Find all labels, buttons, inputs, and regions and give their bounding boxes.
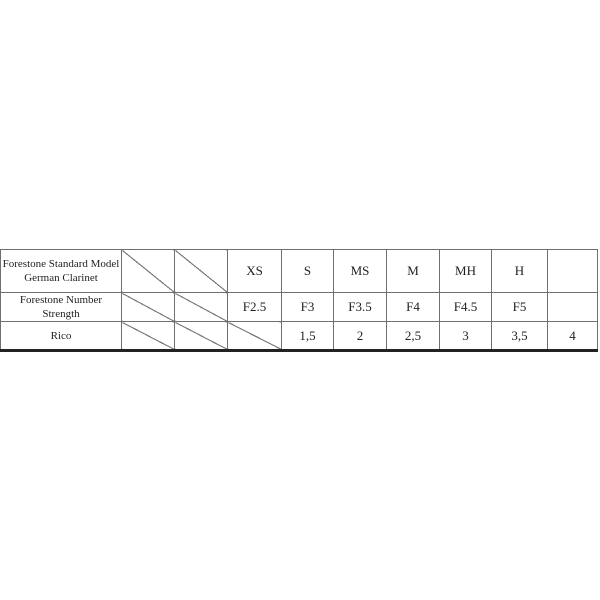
diagonal-cell [121, 321, 175, 352]
row-label-forestone-standard-model: Forestone Standard Model German Clarinet [0, 249, 122, 293]
value-cell: MS [333, 249, 387, 293]
diagonal-cell [174, 292, 228, 322]
value-cell: H [491, 249, 548, 293]
value-cell: F4 [386, 292, 440, 322]
diagonal-cell [174, 249, 228, 293]
table-row-forestone-number-strength: Forestone Number Strength F2.5 F3 F3.5 F… [0, 292, 598, 322]
empty-cell [547, 292, 598, 322]
value-cell: 2 [333, 321, 387, 352]
diagonal-cell [121, 249, 175, 293]
value-cell: M [386, 249, 440, 293]
row-label-line-1: Forestone Standard Model [2, 258, 120, 270]
value-cell: MH [439, 249, 492, 293]
diagonal-cell [227, 321, 282, 352]
value-cell: 4 [547, 321, 598, 352]
diagonal-cell [174, 321, 228, 352]
value-cell: 2,5 [386, 321, 440, 352]
table-row-forestone-standard-model: Forestone Standard Model German Clarinet… [0, 249, 598, 293]
row-label-line-1: Rico [50, 329, 72, 342]
table-row-rico: Rico 1,5 2 2,5 3 3,5 4 [0, 321, 598, 352]
value-cell: F4.5 [439, 292, 492, 322]
value-cell: S [281, 249, 334, 293]
value-cell: F2.5 [227, 292, 282, 322]
value-cell: F3.5 [333, 292, 387, 322]
row-label-forestone-number-strength: Forestone Number Strength [0, 292, 122, 322]
row-label-line-2: German Clarinet [24, 272, 98, 284]
reed-strength-comparison-table: Forestone Standard Model German Clarinet… [0, 249, 598, 352]
value-cell: F3 [281, 292, 334, 322]
value-cell: 1,5 [281, 321, 334, 352]
value-cell: XS [227, 249, 282, 293]
empty-cell [547, 249, 598, 293]
row-label-rico: Rico [0, 321, 122, 352]
value-cell: F5 [491, 292, 548, 322]
diagonal-cell [121, 292, 175, 322]
value-cell: 3,5 [491, 321, 548, 352]
row-label-line-1: Forestone Number Strength [19, 294, 103, 320]
value-cell: 3 [439, 321, 492, 352]
